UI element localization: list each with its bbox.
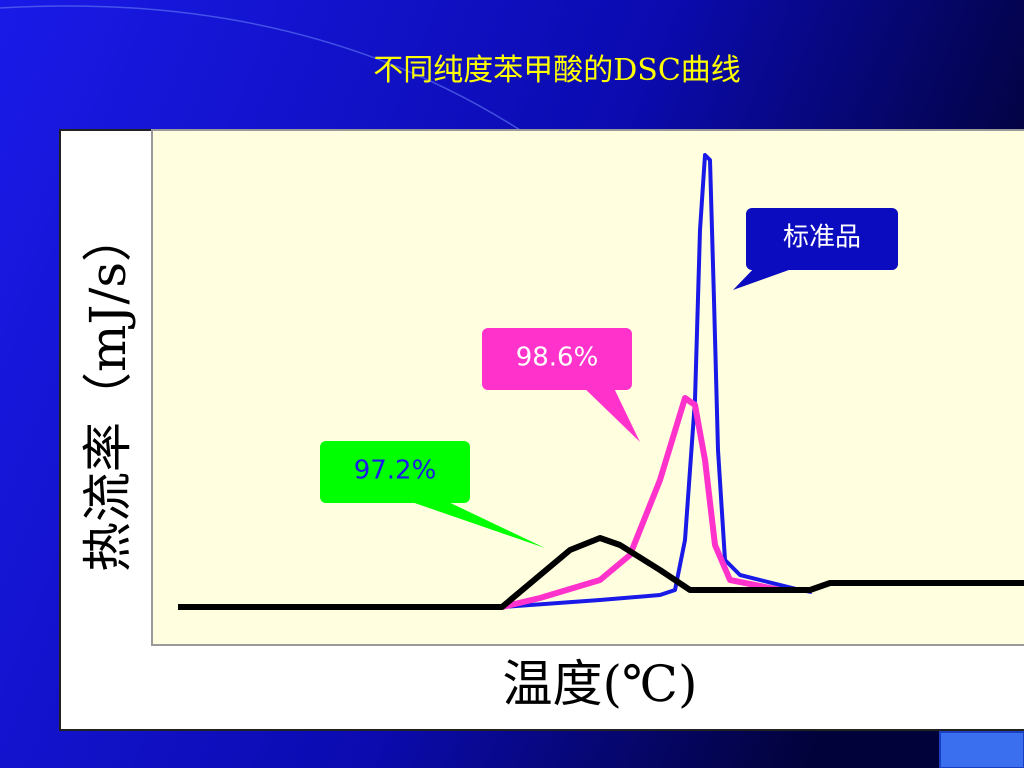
callout-label: 97.2%	[354, 456, 437, 486]
callout-pointer	[400, 498, 545, 548]
title: 不同纯度苯甲酸的DSC曲线	[373, 53, 741, 88]
curve-standard	[501, 153, 813, 609]
callout-pointer	[580, 384, 640, 442]
x-axis-label: 温度(℃)	[503, 655, 698, 713]
curve-97-2	[178, 535, 1024, 610]
callout-box	[746, 208, 898, 270]
corner-block	[939, 731, 1024, 768]
decor-arc	[0, 5, 521, 131]
callout-label: 标准品	[783, 223, 861, 253]
curve-98-6	[501, 395, 812, 610]
callout-box	[320, 441, 470, 503]
callout-label: 98.6%	[516, 343, 599, 373]
callout-box	[482, 328, 632, 390]
y-axis-label: 热流率（mJ/s）	[79, 212, 137, 572]
